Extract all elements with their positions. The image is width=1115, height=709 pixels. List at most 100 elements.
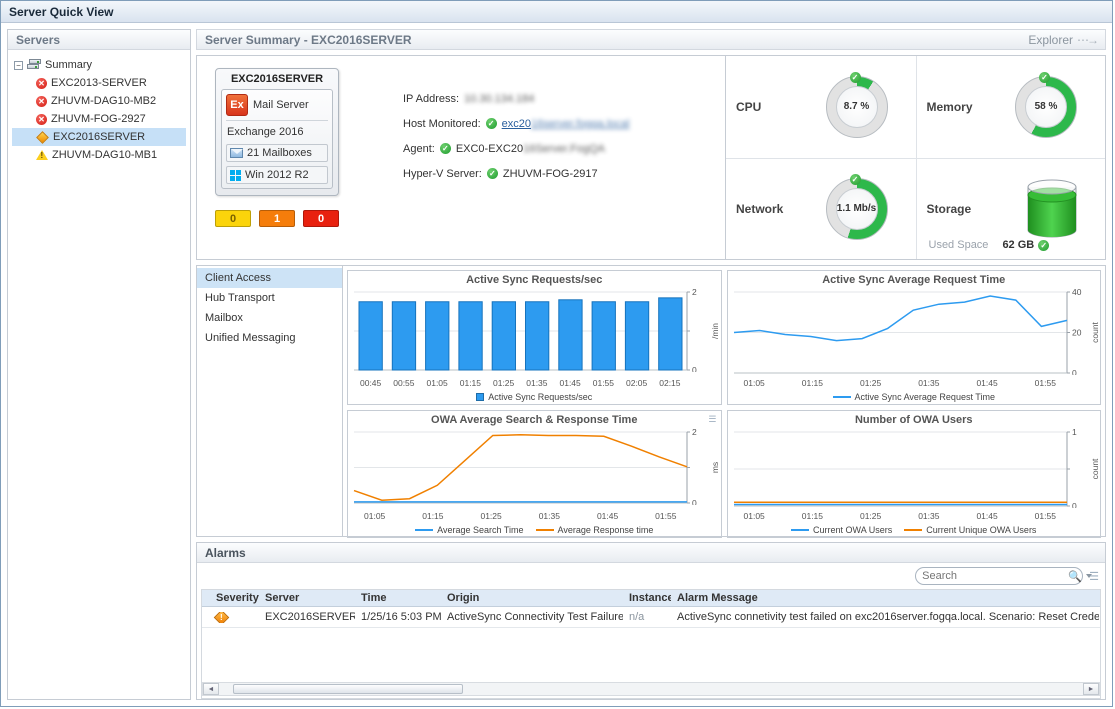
explorer-label: Explorer	[1028, 32, 1073, 47]
chart-title: Active Sync Requests/sec	[466, 274, 603, 286]
col-severity[interactable]: Severity	[216, 592, 259, 604]
col-server[interactable]: Server	[265, 592, 300, 604]
mailboxes-chip[interactable]: 21 Mailboxes	[226, 144, 328, 162]
chart-active-sync-requests: Active Sync Requests/sec 0 2/min 00:45 00:…	[347, 270, 722, 405]
server-role-label: Mail Server	[253, 99, 309, 111]
col-time[interactable]: Time	[361, 592, 387, 604]
tree-item-server[interactable]: ✕ ZHUVM-FOG-2927	[12, 110, 186, 128]
fatal-count-badge[interactable]: 0	[303, 210, 339, 227]
alarm-severity-cell: !	[202, 611, 260, 623]
col-alarm-message[interactable]: Alarm Message	[677, 592, 758, 604]
svg-text:0: 0	[1072, 501, 1077, 508]
x-tick-label: 02:15	[659, 378, 681, 388]
x-tick-label: 01:25	[480, 511, 502, 521]
memory-gauge: 58 % ✓	[1015, 71, 1077, 138]
detail-hyperv-server: Hyper-V Server: ✓ ZHUVM-FOG-2917	[403, 161, 629, 186]
chart-title: Active Sync Average Request Time	[822, 274, 1006, 286]
horizontal-scrollbar[interactable]: ◄ ►	[202, 682, 1100, 696]
x-tick-label: 01:55	[655, 511, 677, 521]
search-input[interactable]	[922, 570, 1065, 582]
search-icon[interactable]: 🔍	[1068, 570, 1082, 583]
tab-hub-transport[interactable]: Hub Transport	[205, 292, 275, 304]
svg-text:0: 0	[692, 365, 697, 372]
cpu-label: CPU	[736, 99, 762, 114]
chart-plot: 0 1 count	[728, 427, 1101, 511]
tab-client-access[interactable]: Client Access	[197, 268, 342, 288]
svg-text:0: 0	[692, 498, 697, 505]
network-gauge: 1.1 Mb/s ✓	[825, 173, 888, 240]
check-icon: ✓	[849, 173, 861, 185]
chart-x-axis: 00:45 00:55 01:05 01:15 01:25 01:35 01:45 01:55…	[354, 378, 687, 389]
warning-count-badge[interactable]: 0	[215, 210, 251, 227]
chart-legend: Active Sync Requests/sec	[348, 389, 721, 404]
tree-summary-label: Summary	[45, 59, 93, 71]
server-card[interactable]: EXC2016SERVER Ex Mail Server Exchange 20…	[215, 68, 339, 196]
scrollbar-thumb[interactable]	[233, 684, 463, 694]
detail-host-monitored: Host Monitored: ✓ exc2016server.fogqa.lo…	[403, 111, 629, 136]
metric-tab-list: Client Access Hub Transport Mailbox Unif…	[197, 266, 343, 536]
svg-text:count: count	[1090, 458, 1100, 479]
detail-ip-address: IP Address: 10.30.134.184	[403, 86, 629, 111]
storage-label: Storage	[926, 201, 972, 216]
alarm-count-badges: 0 1 0	[215, 210, 339, 227]
host-link[interactable]: exc2016server.fogqa.local	[501, 117, 630, 130]
server-stack-icon	[27, 59, 41, 71]
svg-text:2: 2	[692, 427, 697, 437]
x-tick-label: 01:45	[596, 511, 619, 521]
memory-gauge-cell: Memory 58 % ✓	[915, 56, 1106, 158]
tab-unified-messaging[interactable]: Unified Messaging	[205, 332, 296, 344]
x-tick-label: 01:05	[743, 511, 765, 521]
legend-item: Current OWA Users	[791, 525, 892, 535]
critical-count-badge[interactable]: 1	[259, 210, 295, 227]
alarm-row[interactable]: ! EXC2016SERVER 1/25/16 5:03 PM ActiveSy…	[202, 607, 1100, 628]
server-card-column: EXC2016SERVER Ex Mail Server Exchange 20…	[207, 68, 357, 247]
svg-text:1: 1	[1072, 427, 1077, 437]
mailboxes-label: 21 Mailboxes	[247, 147, 312, 159]
check-icon: ✓	[485, 118, 497, 129]
tree-item-server[interactable]: ✕ EXC2013-SERVER	[12, 74, 186, 92]
alarms-search[interactable]: 🔍	[915, 567, 1092, 585]
tree-item-server[interactable]: ✕ ZHUVM-DAG10-MB2	[12, 92, 186, 110]
tree-item-server[interactable]: ZHUVM-DAG10-MB1	[12, 146, 186, 164]
chart-owa-users: Number of OWA Users 0 1 count 01:05 01:15 01…	[726, 410, 1101, 538]
legend-item: Active Sync Requests/sec	[476, 392, 592, 402]
legend-item: Average Response time	[535, 525, 653, 535]
legend-item: Current Unique OWA Users	[904, 525, 1036, 535]
col-instance[interactable]: Instance	[629, 592, 672, 604]
col-origin[interactable]: Origin	[447, 592, 480, 604]
search-dropdown-caret[interactable]	[1085, 574, 1092, 578]
scroll-left-button[interactable]: ◄	[203, 683, 219, 695]
tab-mailbox[interactable]: Mailbox	[205, 312, 243, 324]
critical-status-icon	[36, 130, 49, 144]
legend-marker	[476, 393, 485, 402]
tree-expander-icon[interactable]: −	[14, 60, 23, 70]
legend-item: Average Search Time	[415, 525, 524, 535]
table-options-icon[interactable]: ☰	[1089, 570, 1099, 583]
chart-title: Number of OWA Users	[854, 414, 973, 426]
x-tick-label: 01:05	[364, 511, 386, 521]
explorer-link[interactable]: Explorer ⋯→	[1028, 32, 1099, 47]
scroll-right-button[interactable]: ►	[1083, 683, 1099, 695]
alarms-toolbar: 🔍 ☰	[197, 563, 1105, 589]
server-role-row: Ex Mail Server	[226, 94, 328, 121]
used-space-value: 62 GB ✓	[1002, 239, 1050, 251]
check-icon: ✓	[486, 168, 498, 179]
chart-options-icon[interactable]: ☰	[708, 414, 717, 424]
server-label: EXC2016SERVER	[53, 131, 146, 143]
svg-text:count: count	[1090, 321, 1100, 342]
window-titlebar: Server Quick View	[1, 1, 1112, 23]
x-tick-label: 01:45	[976, 511, 998, 521]
chart-plot: 0 2/min	[348, 287, 721, 378]
servers-panel: Servers − Summary ✕ EXC2013-SERVER ✕ ZHU…	[7, 29, 191, 700]
x-tick-label: 01:55	[1034, 511, 1056, 521]
hyperv-value: ZHUVM-FOG-2917	[502, 167, 598, 180]
x-tick-label: 00:45	[359, 378, 382, 388]
tree-item-summary[interactable]: − Summary	[12, 56, 186, 74]
x-tick-label: 01:35	[918, 378, 940, 388]
cpu-gauge-cell: CPU 8.7 % ✓	[726, 56, 916, 158]
detail-value-redacted: 10.30.134.184	[464, 92, 535, 105]
network-value: 1.1 Mb/s	[835, 187, 878, 230]
tree-item-server-selected[interactable]: EXC2016SERVER	[12, 128, 186, 146]
check-icon: ✓	[439, 143, 451, 154]
agent-value: EXC0-EXC2016Server.FogQA	[455, 142, 606, 155]
